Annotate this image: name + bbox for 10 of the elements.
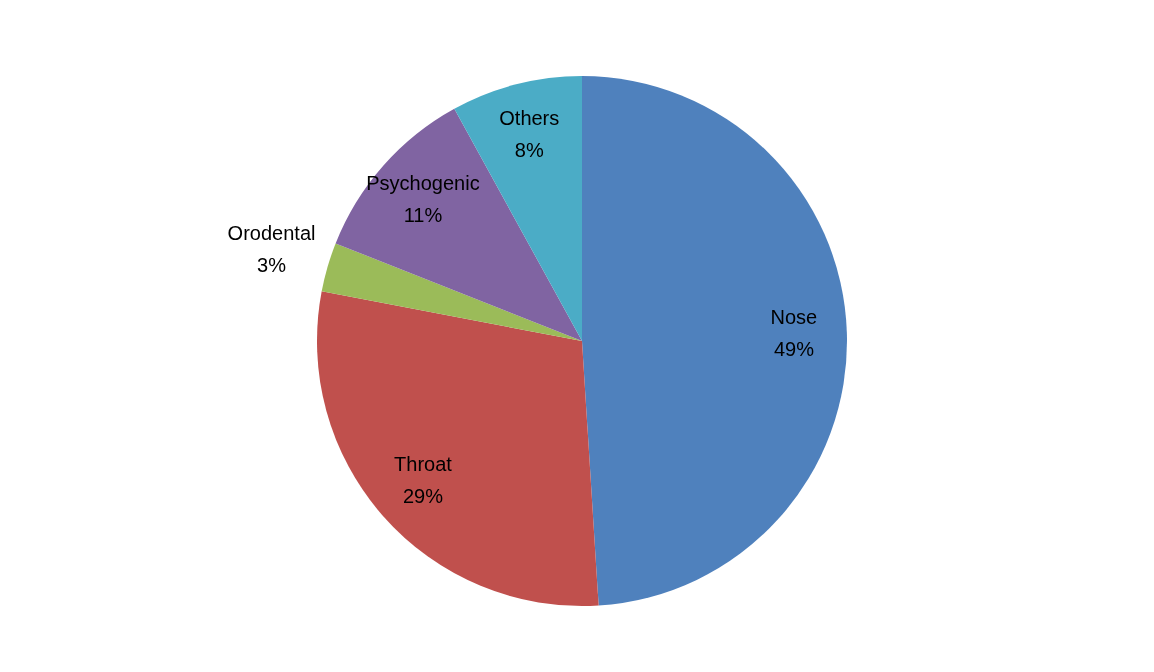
slice-label: Others [499,107,560,130]
slice-label: Nose [770,305,818,328]
data-label: 8% [514,139,544,162]
slice-label: Throat [394,452,453,475]
data-label: 3% [257,254,287,277]
data-label: 29% [402,484,444,507]
slice-label: Psychogenic [366,172,480,195]
data-label: 11% [403,204,443,227]
slice-label: Orodental [227,222,316,245]
data-label: 49% [773,337,815,360]
